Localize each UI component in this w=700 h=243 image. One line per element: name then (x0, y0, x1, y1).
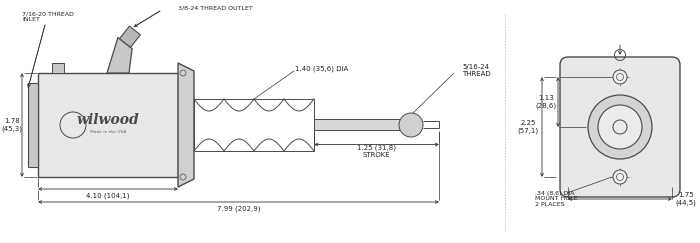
Text: 1.40 (35,6) DIA: 1.40 (35,6) DIA (295, 66, 349, 72)
Text: 7/16-20 THREAD
INLET: 7/16-20 THREAD INLET (22, 12, 74, 22)
Text: 5/16-24
THREAD: 5/16-24 THREAD (462, 63, 490, 77)
Circle shape (613, 70, 627, 84)
Text: wilwood: wilwood (76, 113, 139, 127)
Text: 3/8-24 THREAD OUTLET: 3/8-24 THREAD OUTLET (178, 6, 253, 10)
Text: 1.78
(45,3): 1.78 (45,3) (1, 118, 22, 132)
Text: .34 (8,6) DIA
MOUNT HOLE
2 PLACES: .34 (8,6) DIA MOUNT HOLE 2 PLACES (535, 191, 577, 207)
Text: 7.99 (202,9): 7.99 (202,9) (217, 206, 260, 212)
FancyBboxPatch shape (560, 57, 680, 197)
Polygon shape (107, 37, 132, 73)
Text: 1.13
(28,6): 1.13 (28,6) (536, 95, 556, 109)
Polygon shape (314, 120, 409, 130)
Text: 4.10 (104,1): 4.10 (104,1) (86, 193, 130, 199)
Text: 1.25 (31,8)
STROKE: 1.25 (31,8) STROKE (357, 145, 396, 158)
Polygon shape (28, 83, 38, 167)
Circle shape (399, 113, 423, 137)
Circle shape (598, 105, 642, 149)
Text: 2.25
(57,1): 2.25 (57,1) (517, 120, 538, 134)
Text: Made in the USA: Made in the USA (90, 130, 126, 134)
Polygon shape (38, 73, 178, 177)
Polygon shape (52, 63, 64, 73)
Polygon shape (178, 63, 194, 187)
Circle shape (613, 170, 627, 184)
Text: 1.75
(44,5): 1.75 (44,5) (676, 192, 696, 206)
Circle shape (588, 95, 652, 159)
Polygon shape (120, 26, 141, 47)
